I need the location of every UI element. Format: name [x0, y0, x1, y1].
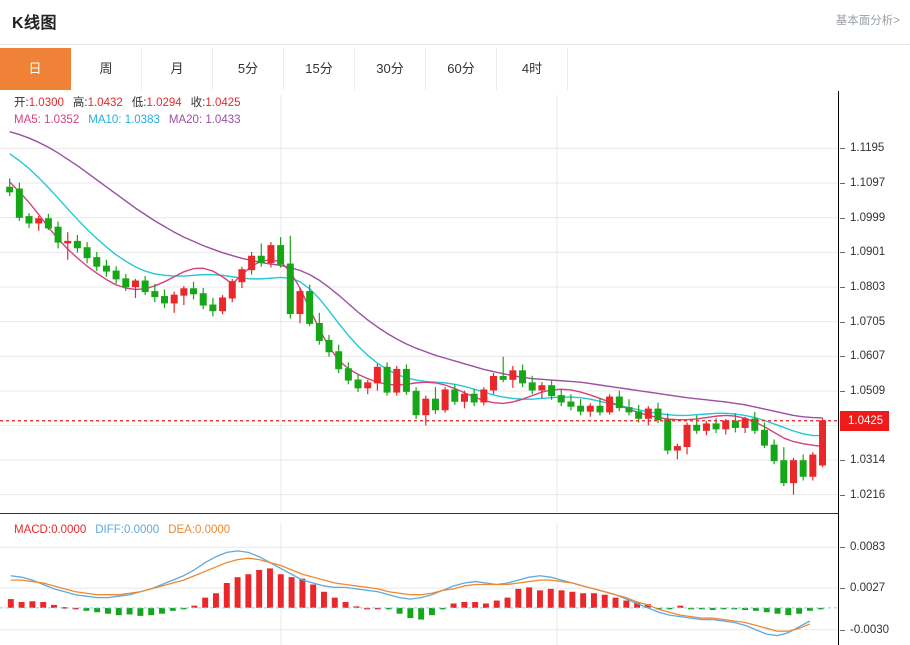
ma10-label: MA10: — [88, 114, 122, 126]
page-header: K线图 基本面分析> — [0, 0, 910, 45]
price-tick — [840, 391, 845, 392]
tab-60分[interactable]: 60分 — [426, 48, 497, 90]
price-tick — [840, 252, 845, 254]
ma10-value: 1.0383 — [124, 114, 160, 126]
price-tick — [840, 321, 845, 323]
header-divider — [0, 44, 910, 45]
close-label: 收: — [190, 97, 206, 109]
diff-label: DIFF: — [95, 524, 124, 536]
candlestick-plot[interactable] — [0, 91, 838, 645]
price-tick-label: 1.0314 — [850, 453, 886, 466]
macd-tick-label: 0.0083 — [850, 541, 886, 554]
panel-divider — [0, 513, 838, 514]
close-value: 1.0425 — [205, 97, 241, 109]
tab-月[interactable]: 月 — [142, 48, 213, 90]
price-tick-label: 1.0607 — [850, 350, 886, 363]
tab-30分[interactable]: 30分 — [355, 48, 426, 90]
high-value: 1.0432 — [87, 97, 123, 109]
price-tick — [840, 287, 845, 288]
macd-tick — [840, 588, 845, 590]
ohlc-legend: 开:1.0300 高:1.0432 低:1.0294 收:1.0425 MA5: 1.… — [14, 95, 241, 128]
axis-spine — [838, 91, 839, 645]
macd-tick-label: 0.0027 — [850, 582, 886, 595]
price-tick — [840, 494, 845, 496]
open-value: 1.0300 — [28, 97, 64, 109]
ma5-value: 1.0352 — [44, 114, 80, 126]
high-label: 高: — [72, 97, 88, 109]
current-price-badge: 1.0425 — [840, 410, 890, 431]
price-tick — [840, 459, 845, 461]
macd-tick-label: -0.0030 — [850, 623, 890, 636]
diff-value: 0.0000 — [124, 524, 160, 536]
price-tick — [840, 148, 845, 150]
price-tick — [840, 183, 845, 184]
fundamental-analysis-link[interactable]: 基本面分析> — [835, 15, 900, 27]
timeframe-tabs: 日周月 5分 15分 30分 60分 4时 — [0, 48, 910, 92]
tab-日[interactable]: 日 — [0, 48, 71, 90]
low-label: 低: — [131, 97, 147, 109]
ma20-value: 1.0433 — [205, 114, 241, 126]
macd-label: MACD: — [14, 524, 52, 536]
price-tick-label: 1.0803 — [850, 281, 886, 293]
price-tick-label: 1.0509 — [850, 385, 886, 397]
tab-4时[interactable]: 4时 — [497, 48, 568, 90]
macd-value: 0.0000 — [51, 524, 87, 536]
price-tick-label: 1.0901 — [850, 246, 886, 259]
tab-周[interactable]: 周 — [71, 48, 142, 90]
page-title: K线图 — [12, 15, 58, 32]
price-tick-label: 1.1195 — [850, 142, 885, 155]
tab-5分[interactable]: 5分 — [213, 48, 284, 90]
price-tick-label: 1.0999 — [850, 211, 886, 224]
ma20-label: MA20: — [168, 114, 203, 126]
macd-tick — [840, 547, 845, 549]
tab-15分[interactable]: 15分 — [284, 48, 355, 90]
low-value: 1.0294 — [146, 97, 182, 109]
price-tick — [840, 356, 845, 358]
price-tick-label: 1.0705 — [850, 315, 886, 328]
price-axis: 1.1195 1.1097 1.0999 1.0901 1.0803 1.0705 1.06… — [838, 91, 910, 645]
price-tick-label: 1.0216 — [850, 488, 886, 501]
macd-tick — [840, 629, 845, 631]
open-label: 开: — [14, 97, 29, 109]
price-tick-label: 1.1097 — [850, 177, 886, 189]
macd-legend: MACD:0.0000 DIFF:0.0000 DEA:0.0000 — [14, 524, 230, 536]
chart-container: 开:1.0300 高:1.0432 低:1.0294 收:1.0425 MA5: 1.… — [0, 91, 910, 645]
price-tick — [840, 217, 845, 219]
dea-label: DEA: — [168, 524, 196, 536]
ohlc-row: 开:1.0300 高:1.0432 低:1.0294 收:1.0425 — [14, 95, 241, 111]
ma5-label: MA5: — [14, 114, 41, 126]
dea-value: 0.0000 — [195, 524, 231, 536]
ma-row: MA5: 1.0352 MA10: 1.0383 MA20: 1.0433 — [14, 112, 241, 128]
tabs-filler — [568, 48, 910, 90]
